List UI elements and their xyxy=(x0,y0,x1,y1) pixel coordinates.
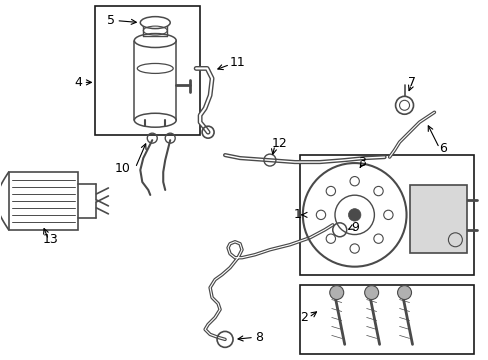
Bar xyxy=(9,172,78,230)
Bar xyxy=(299,285,473,354)
Bar xyxy=(95,6,200,135)
Text: 5: 5 xyxy=(107,14,115,27)
Bar xyxy=(408,185,467,253)
Text: 3: 3 xyxy=(357,156,365,168)
Text: 1: 1 xyxy=(293,208,301,221)
Text: 10: 10 xyxy=(114,162,130,175)
Text: 13: 13 xyxy=(42,233,58,246)
Circle shape xyxy=(397,285,411,300)
Text: 7: 7 xyxy=(407,76,415,89)
Circle shape xyxy=(329,285,343,300)
Text: 9: 9 xyxy=(351,221,359,234)
Text: 4: 4 xyxy=(75,76,82,89)
Circle shape xyxy=(364,285,378,300)
Text: 2: 2 xyxy=(299,311,307,324)
Bar xyxy=(299,155,473,275)
Text: 8: 8 xyxy=(254,331,263,344)
Text: 12: 12 xyxy=(271,137,287,150)
Circle shape xyxy=(348,209,360,221)
Text: 6: 6 xyxy=(439,141,447,155)
Text: 11: 11 xyxy=(229,56,245,69)
